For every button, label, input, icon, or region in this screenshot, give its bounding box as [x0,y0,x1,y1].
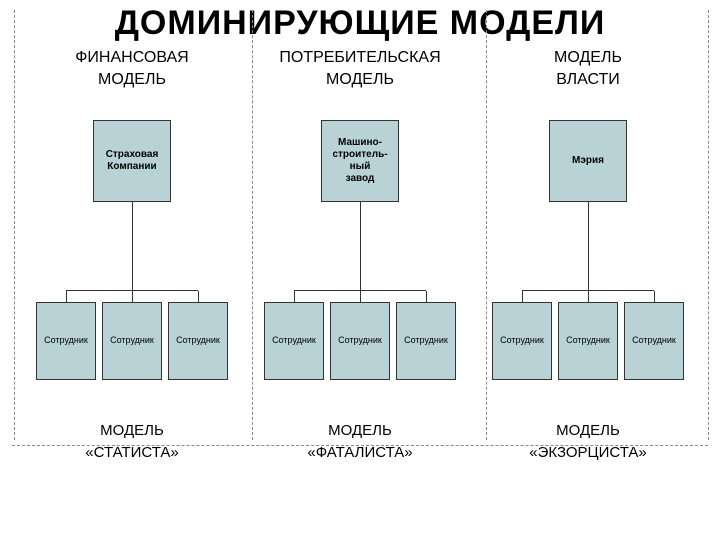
column-header-line2: МОДЕЛЬ [75,69,188,91]
child-node: Сотрудник [624,302,684,380]
connector-stem [132,202,133,290]
child-node: Сотрудник [36,302,96,380]
bottom-label: МОДЕЛЬ «ФАТАЛИСТА» [246,420,474,465]
child-node: Сотрудник [396,302,456,380]
children-wrap: Сотрудник Сотрудник Сотрудник [474,290,702,380]
column-header: МОДЕЛЬ ВЛАСТИ [554,47,622,92]
columns-container: ФИНАНСОВАЯ МОДЕЛЬ СтраховаяКомпании Сотр… [0,47,720,380]
bottom-line1: МОДЕЛЬ [246,420,474,443]
connector-drop [654,291,655,303]
top-node-label: СтраховаяКомпании [106,149,159,173]
column-header-line1: МОДЕЛЬ [554,47,622,69]
bottom-label: МОДЕЛЬ «ЭКЗОРЦИСТА» [474,420,702,465]
children-row: Сотрудник Сотрудник Сотрудник [264,302,456,380]
child-node: Сотрудник [558,302,618,380]
column-header-line1: ПОТРЕБИТЕЛЬСКАЯ [279,47,440,69]
child-label: Сотрудник [404,336,448,346]
child-node: Сотрудник [330,302,390,380]
child-label: Сотрудник [110,336,154,346]
children-row: Сотрудник Сотрудник Сотрудник [492,302,684,380]
bottom-line1: МОДЕЛЬ [18,420,246,443]
child-label: Сотрудник [44,336,88,346]
column-header: ФИНАНСОВАЯ МОДЕЛЬ [75,47,188,92]
column-financial: ФИНАНСОВАЯ МОДЕЛЬ СтраховаяКомпании Сотр… [18,47,246,380]
connector-drop [360,291,361,303]
child-label: Сотрудник [176,336,220,346]
connector-stem [588,202,589,290]
connector-drop [198,291,199,303]
top-node: Машино-строитель-ныйзавод [321,120,399,202]
child-node: Сотрудник [492,302,552,380]
child-node: Сотрудник [102,302,162,380]
column-header-line1: ФИНАНСОВАЯ [75,47,188,69]
child-node: Сотрудник [264,302,324,380]
child-node: Сотрудник [168,302,228,380]
top-node-label: Машино-строитель-ныйзавод [332,137,387,185]
page-title: ДОМИНИРУЮЩИЕ МОДЕЛИ [0,0,720,43]
children-wrap: Сотрудник Сотрудник Сотрудник [18,290,246,380]
bottom-line1: МОДЕЛЬ [474,420,702,443]
connector-drop [132,291,133,303]
column-header-line2: МОДЕЛЬ [279,69,440,91]
column-power: МОДЕЛЬ ВЛАСТИ Мэрия Сотрудник Сотрудник … [474,47,702,380]
child-label: Сотрудник [566,336,610,346]
child-label: Сотрудник [338,336,382,346]
child-label: Сотрудник [500,336,544,346]
top-node-label: Мэрия [572,155,604,167]
children-row: Сотрудник Сотрудник Сотрудник [36,302,228,380]
connector-drop [522,291,523,303]
connector-drop [66,291,67,303]
bottom-label: МОДЕЛЬ «СТАТИСТА» [18,420,246,465]
column-consumer: ПОТРЕБИТЕЛЬСКАЯ МОДЕЛЬ Машино-строитель-… [246,47,474,380]
child-label: Сотрудник [632,336,676,346]
connector-stem [360,202,361,290]
children-wrap: Сотрудник Сотрудник Сотрудник [246,290,474,380]
connector-drop [294,291,295,303]
column-header: ПОТРЕБИТЕЛЬСКАЯ МОДЕЛЬ [279,47,440,92]
bottom-labels-row: МОДЕЛЬ «СТАТИСТА» МОДЕЛЬ «ФАТАЛИСТА» МОД… [0,420,720,465]
column-header-line2: ВЛАСТИ [554,69,622,91]
connector-drop [588,291,589,303]
top-node: СтраховаяКомпании [93,120,171,202]
child-label: Сотрудник [272,336,316,346]
guide-hline [12,445,708,446]
connector-drop [426,291,427,303]
top-node: Мэрия [549,120,627,202]
